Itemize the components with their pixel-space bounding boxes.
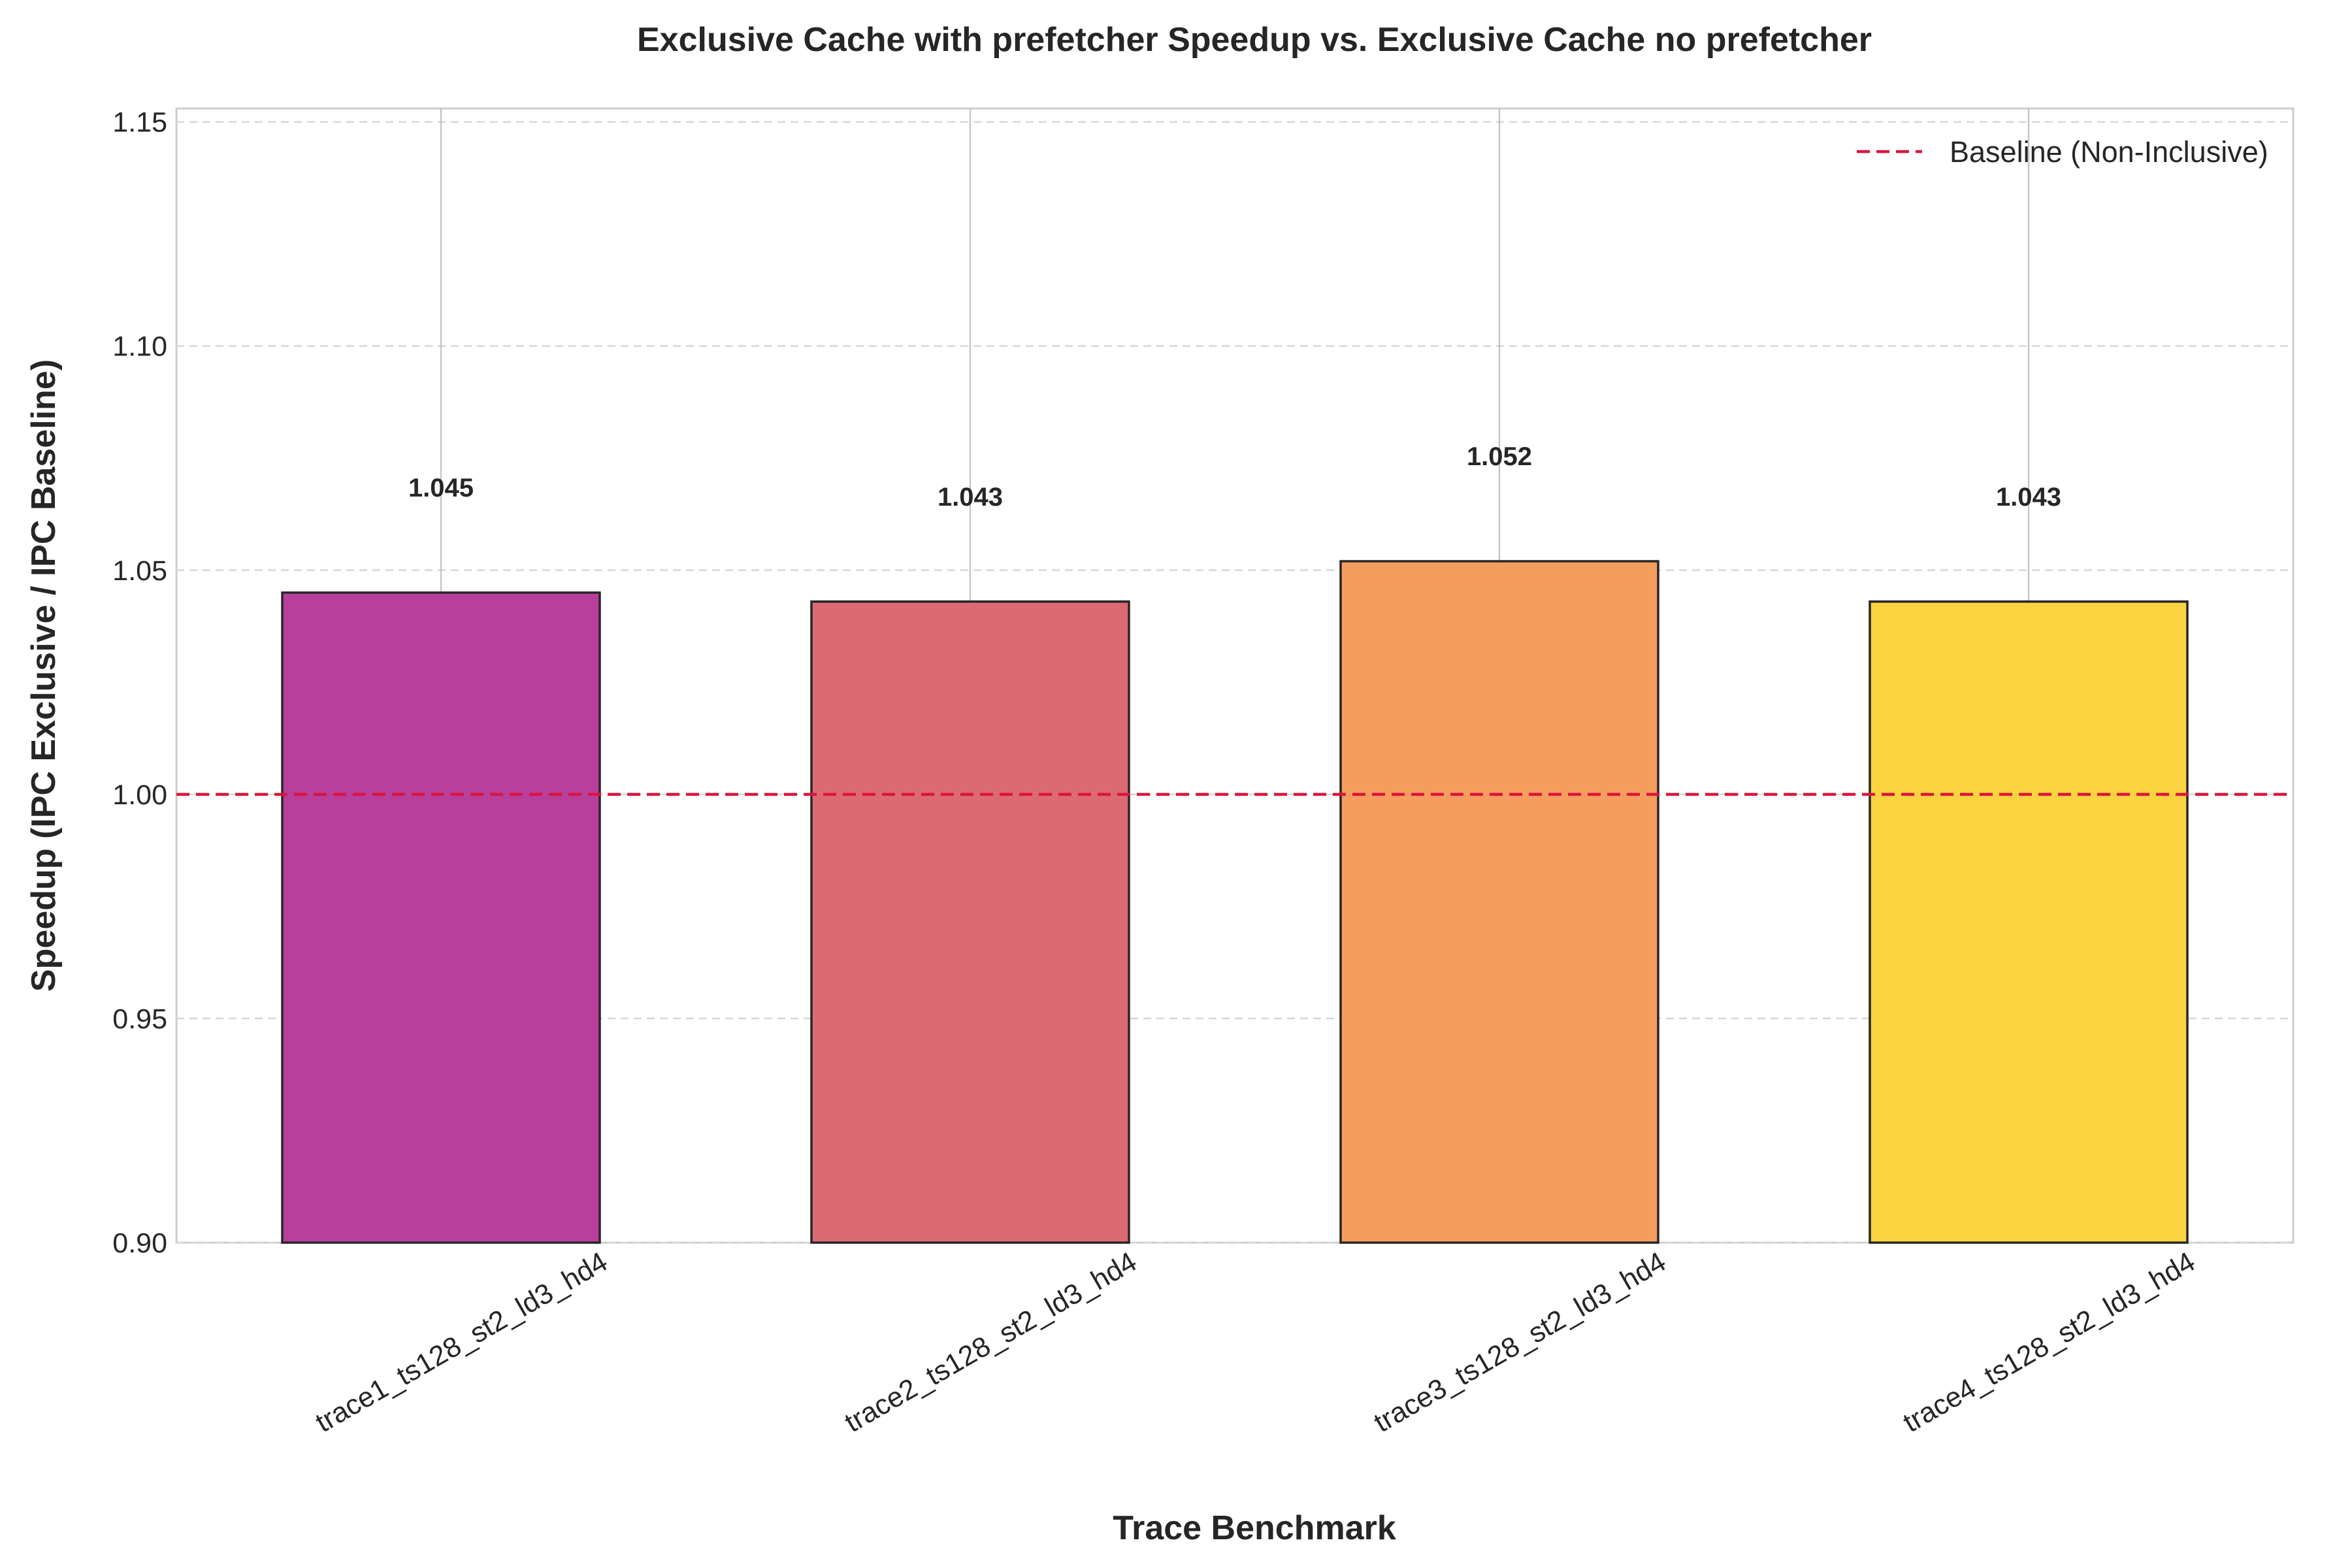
y-tick-label: 1.05: [112, 555, 167, 587]
y-axis-ticks: 0.90 0.95 1.00 1.05 1.10 1.15: [112, 107, 167, 1259]
bar: [1869, 600, 2189, 1244]
chart-title: Exclusive Cache with prefetcher Speedup …: [637, 21, 1872, 59]
y-tick-label: 0.90: [112, 1228, 167, 1259]
bar: [281, 591, 601, 1244]
bar: [810, 600, 1130, 1244]
legend-baseline-label: Baseline (Non-Inclusive): [1950, 135, 2268, 169]
x-tick-label: trace2_ts128_st2_ld3_hd4: [840, 1246, 1142, 1439]
bar-value-labels: 1.045 1.043 1.052 1.043: [408, 442, 2061, 512]
y-axis-label: Speedup (IPC Exclusive / IPC Baseline): [25, 359, 63, 992]
y-tick-label: 0.95: [112, 1004, 167, 1035]
legend: Baseline (Non-Inclusive): [1857, 135, 2268, 169]
y-tick-label: 1.15: [112, 107, 167, 139]
x-tick-label: trace4_ts128_st2_ld3_hd4: [1898, 1246, 2200, 1439]
bar-value-label: 1.052: [1467, 442, 1532, 471]
y-tick-label: 1.10: [112, 331, 167, 363]
y-tick-label: 1.00: [112, 779, 167, 811]
x-axis-label: Trace Benchmark: [1113, 1509, 1396, 1547]
bar-value-label: 1.043: [1996, 483, 2061, 512]
x-tick-label: trace3_ts128_st2_ld3_hd4: [1369, 1246, 1671, 1439]
plot-area: 1.045 1.043 1.052 1.043: [175, 107, 2295, 1244]
bars: [281, 560, 2189, 1244]
x-tick-label: trace1_ts128_st2_ld3_hd4: [310, 1246, 613, 1439]
bar: [1339, 560, 1659, 1244]
bar-value-label: 1.043: [938, 483, 1003, 512]
x-axis-ticks: trace1_ts128_st2_ld3_hd4 trace2_ts128_st2…: [310, 1246, 2200, 1439]
bar-value-label: 1.045: [408, 474, 474, 502]
